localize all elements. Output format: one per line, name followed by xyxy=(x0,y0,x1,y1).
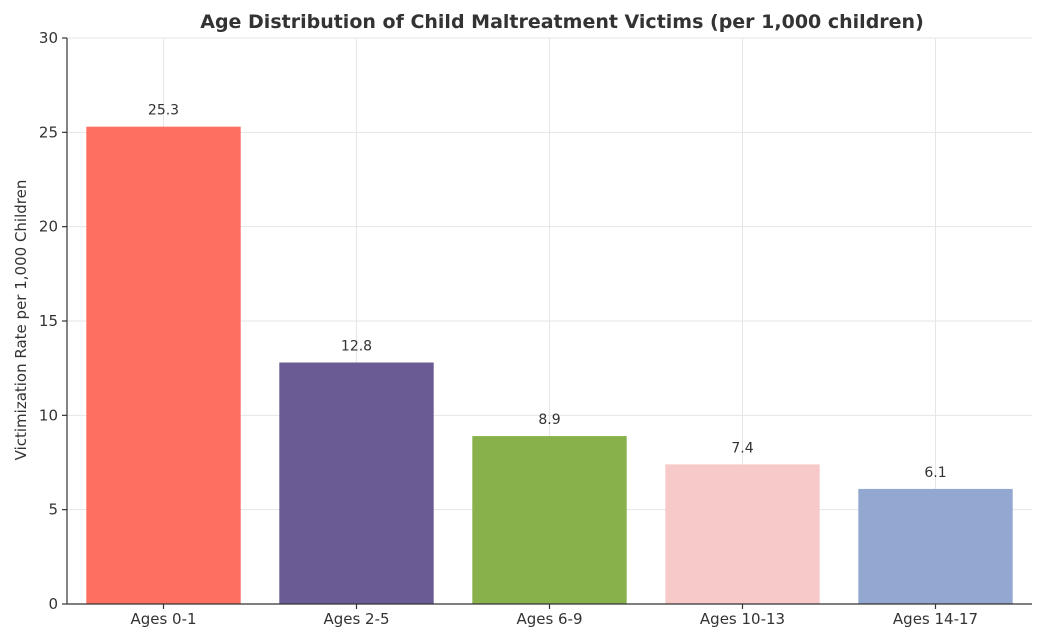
x-tick-label: Ages 6-9 xyxy=(516,610,582,628)
axes xyxy=(62,37,1032,609)
data-label: 25.3 xyxy=(148,103,179,119)
y-tick-label: 20 xyxy=(39,218,58,236)
y-tick-label: 5 xyxy=(48,501,58,519)
y-tick-label: 30 xyxy=(39,29,58,47)
chart-title: Age Distribution of Child Maltreatment V… xyxy=(200,11,924,33)
x-tick-label: Ages 2-5 xyxy=(323,610,389,628)
data-label: 12.8 xyxy=(341,339,372,355)
bar xyxy=(472,436,627,604)
x-tick-label: Ages 10-13 xyxy=(700,610,785,628)
y-tick-label: 25 xyxy=(39,123,58,141)
x-tick-label: Ages 0-1 xyxy=(130,610,196,628)
y-tick-label: 0 xyxy=(48,595,58,613)
y-axis-label: Victimization Rate per 1,000 Children xyxy=(12,180,30,461)
bar xyxy=(279,362,434,604)
bar xyxy=(86,126,241,604)
bar xyxy=(858,488,1013,604)
data-label: 7.4 xyxy=(731,440,753,456)
data-label: 6.1 xyxy=(924,465,946,481)
y-tick-label: 10 xyxy=(39,406,58,424)
bars xyxy=(86,126,1013,604)
bar xyxy=(665,464,820,604)
data-label: 8.9 xyxy=(538,412,560,428)
y-tick-label: 15 xyxy=(39,312,58,330)
labels: 0 5 10 15 20 25 30 25.3 Ages 0-1 12.8 Ages 2-5 8.9 A… xyxy=(39,29,978,628)
x-tick-label: Ages 14-17 xyxy=(893,610,978,628)
